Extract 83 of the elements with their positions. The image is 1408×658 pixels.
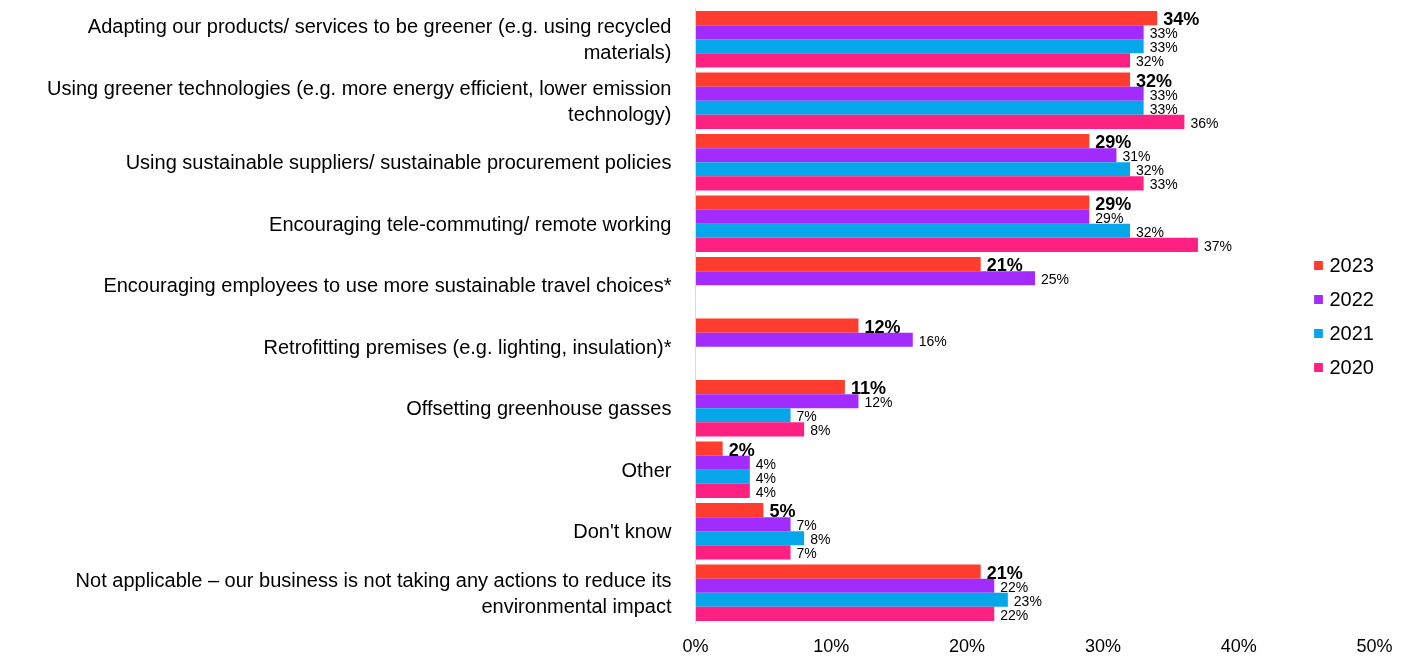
- bar: [695, 134, 1090, 149]
- bar: [695, 564, 981, 579]
- data-label: 4%: [755, 483, 777, 500]
- y-tick-label: Retrofitting premises (e.g. lighting, insulation)*: [263, 335, 672, 358]
- legend-label: 2023: [1329, 253, 1374, 276]
- bar: [695, 114, 1185, 129]
- x-tick-label: 10%: [813, 635, 850, 656]
- bar: [695, 531, 805, 546]
- data-label: 32%: [1136, 223, 1165, 240]
- bar: [695, 469, 750, 484]
- data-label: 36%: [1190, 114, 1219, 131]
- data-label: 12%: [864, 316, 901, 337]
- bar: [695, 545, 791, 560]
- legend-label: 2022: [1329, 287, 1374, 310]
- data-label: 32%: [1136, 53, 1165, 70]
- bar: [695, 606, 995, 621]
- bar: [695, 441, 723, 456]
- data-label: 4%: [755, 469, 777, 486]
- data-label: 8%: [810, 531, 831, 548]
- y-tick-label: Using greener technologies (e.g. more energy efficient, lower emission technology): [47, 76, 672, 125]
- bar: [695, 100, 1144, 115]
- x-tick-label: 50%: [1356, 635, 1393, 656]
- bar: [695, 332, 913, 347]
- bar: [695, 176, 1144, 191]
- bar: [695, 223, 1131, 238]
- bar: [695, 39, 1144, 54]
- data-label: 33%: [1149, 176, 1178, 193]
- bar: [695, 257, 981, 272]
- data-label: 7%: [796, 545, 817, 562]
- bar: [695, 237, 1198, 252]
- bar: [695, 503, 764, 518]
- data-label: 16%: [918, 332, 947, 349]
- bar: [695, 318, 859, 333]
- bar: [695, 380, 845, 395]
- y-tick-label: Adapting our products/ services to be greener (e.g. using recycled materials): [87, 15, 672, 64]
- data-label: 21%: [986, 255, 1023, 276]
- bar: [695, 209, 1090, 224]
- bar: [695, 408, 791, 423]
- bar: [695, 422, 805, 437]
- data-label: 7%: [796, 517, 817, 534]
- x-tick-label: 0%: [682, 635, 709, 656]
- data-label: 32%: [1136, 162, 1165, 179]
- bar: [695, 517, 791, 532]
- data-label: 33%: [1149, 100, 1178, 117]
- bar: [695, 162, 1131, 177]
- bar: [695, 195, 1090, 210]
- y-tick-label: Offsetting greenhouse gasses: [406, 397, 672, 420]
- bar: [695, 394, 859, 409]
- legend-label: 2021: [1329, 321, 1374, 344]
- data-label: 33%: [1149, 25, 1178, 42]
- data-label: 12%: [864, 394, 893, 411]
- data-label: 7%: [796, 408, 817, 425]
- bar: [695, 72, 1131, 87]
- x-tick-label: 40%: [1220, 635, 1257, 656]
- data-label: 31%: [1122, 148, 1151, 165]
- legend-label: 2020: [1329, 355, 1374, 378]
- bar: [695, 11, 1158, 26]
- bar: [695, 592, 1008, 607]
- y-tick-label: Other: [621, 458, 672, 481]
- data-label: 25%: [1041, 271, 1070, 288]
- y-tick-label: Encouraging employees to use more sustainable travel choices*: [103, 274, 672, 297]
- bar: [695, 271, 1035, 286]
- bar: [695, 148, 1117, 163]
- y-tick-label: Don't know: [573, 520, 673, 543]
- data-label: 8%: [810, 422, 831, 439]
- bar: [695, 483, 750, 498]
- bar: [695, 25, 1144, 40]
- data-label: 22%: [1000, 606, 1029, 623]
- y-tick-label: Not applicable – our business is not taking any actions to reduce its environmental impact: [75, 568, 672, 617]
- bar: [695, 578, 995, 593]
- bar: [695, 86, 1144, 101]
- data-label: 37%: [1203, 237, 1232, 254]
- bar: [695, 53, 1131, 68]
- data-label: 5%: [769, 501, 796, 522]
- data-label: 33%: [1149, 39, 1178, 56]
- data-label: 4%: [755, 455, 777, 472]
- y-tick-label: Encouraging tele-commuting/ remote working: [269, 212, 672, 235]
- x-tick-label: 20%: [949, 635, 986, 656]
- y-tick-label: Using sustainable suppliers/ sustainable procurement policies: [125, 151, 672, 174]
- bar: [695, 455, 750, 470]
- data-label: 23%: [1013, 592, 1042, 609]
- x-tick-label: 30%: [1084, 635, 1121, 656]
- data-label: 2%: [728, 439, 755, 460]
